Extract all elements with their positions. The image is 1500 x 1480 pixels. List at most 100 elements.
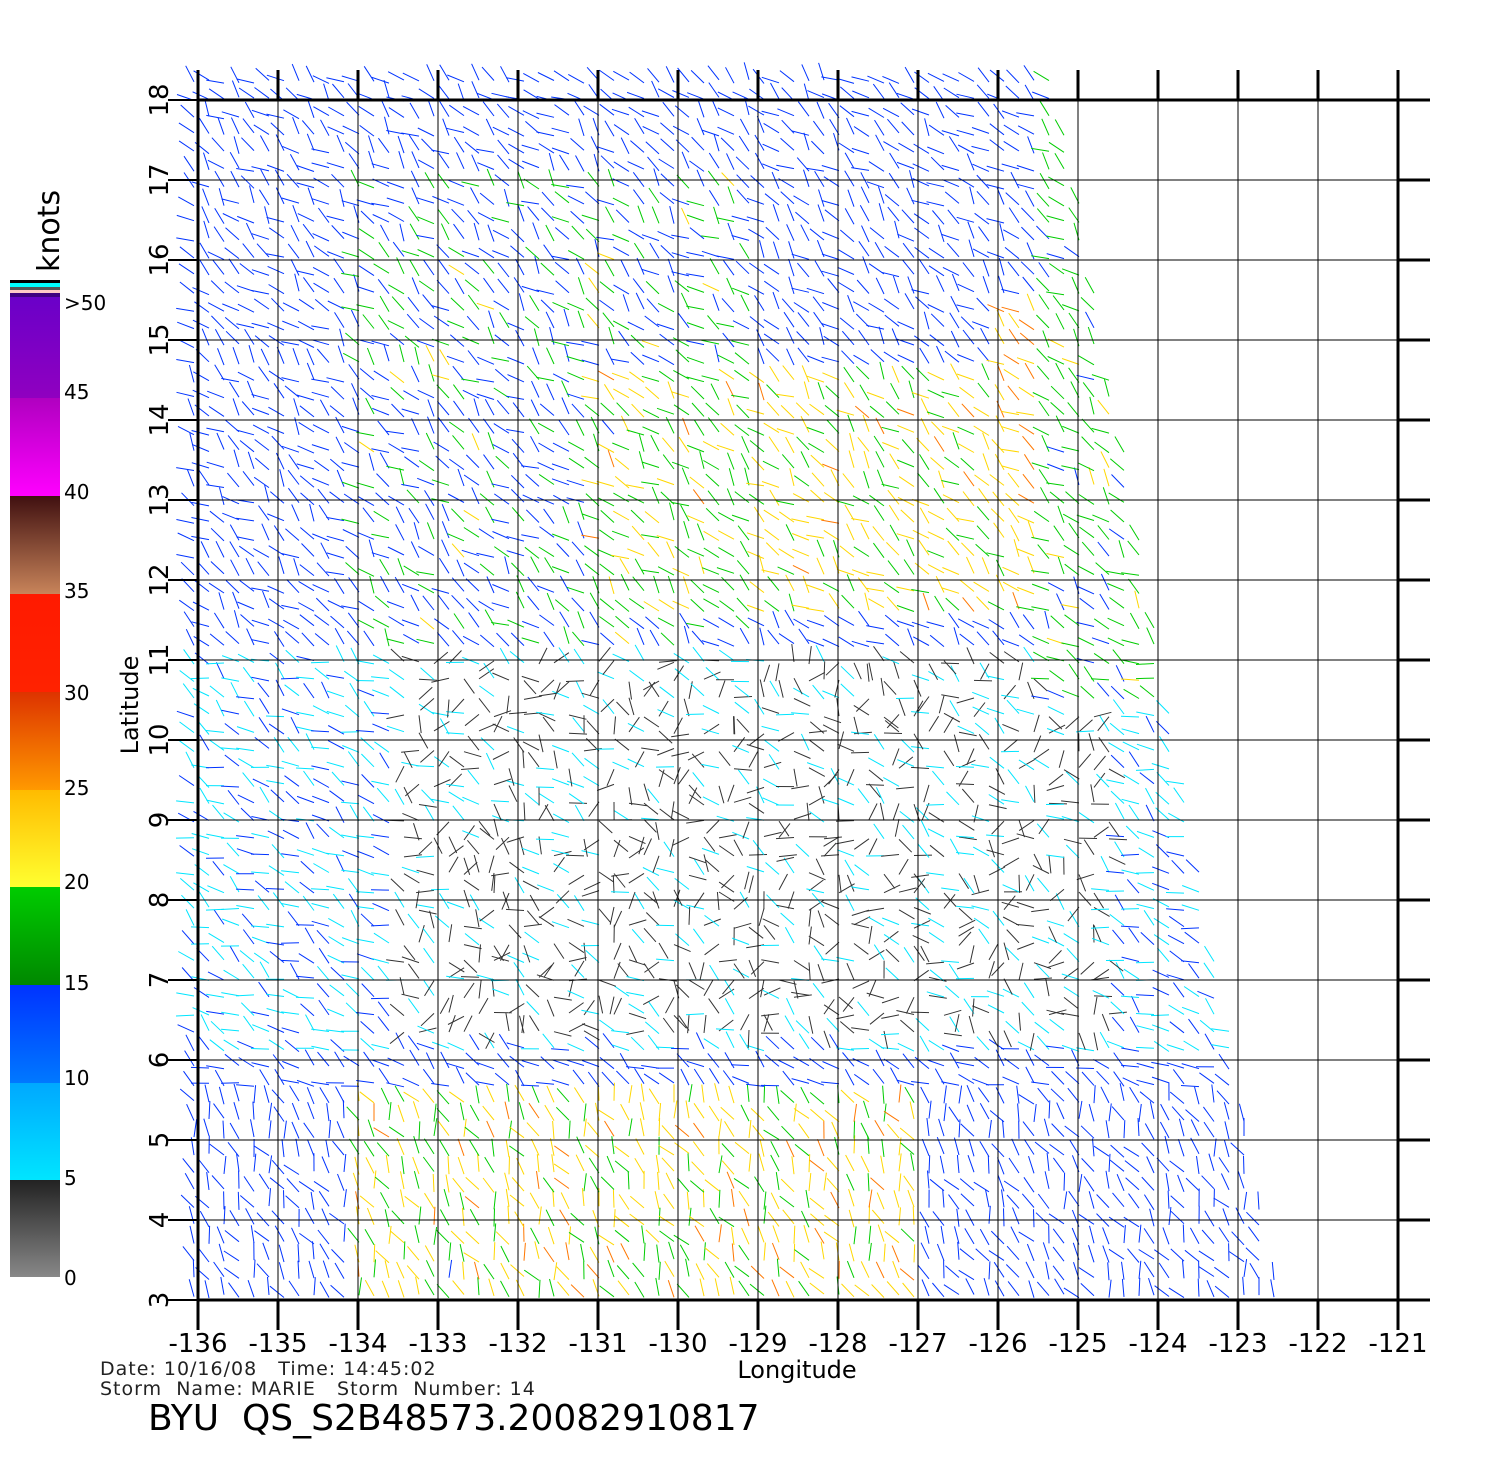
wind-vector: [499, 944, 510, 961]
wind-vector: [463, 1252, 480, 1263]
wind-vector: [1037, 1087, 1050, 1103]
wind-vector: [717, 354, 735, 364]
wind-vector: [581, 1188, 585, 1207]
wind-vector: [329, 1212, 345, 1225]
wind-vector: [628, 388, 645, 399]
wind-vector: [642, 426, 660, 435]
wind-vector: [426, 64, 435, 82]
wind-vector: [1023, 65, 1035, 81]
wind-vector: [1016, 833, 1035, 840]
wind-vector: [521, 200, 540, 205]
wind-vector: [409, 223, 420, 240]
wind-vector: [620, 1103, 630, 1121]
wind-vector: [210, 280, 225, 294]
wind-vector: [1122, 741, 1140, 751]
wind-vector: [791, 604, 810, 609]
wind-vector: [826, 1157, 840, 1172]
wind-vector: [780, 1090, 795, 1103]
wind-vector: [229, 541, 240, 558]
wind-vector: [911, 108, 930, 116]
wind-vector: [1124, 1160, 1140, 1173]
wind-vector: [336, 134, 345, 152]
wind-vector: [206, 1065, 225, 1070]
wind-vector: [927, 1170, 930, 1189]
wind-vector: [402, 583, 420, 592]
wind-vector: [769, 365, 780, 382]
wind-vector: [748, 926, 764, 939]
wind-vector: [311, 339, 330, 346]
wind-vector: [630, 140, 645, 153]
wind-vector: [719, 649, 735, 661]
wind-vector: [1214, 1266, 1230, 1279]
wind-vector: [786, 326, 795, 344]
wind-vector: [250, 1225, 255, 1244]
wind-vector: [1022, 435, 1035, 451]
wind-vector: [566, 393, 585, 400]
wind-vector: [759, 1138, 765, 1157]
wind-vector: [199, 787, 210, 804]
wind-vector: [870, 1177, 885, 1191]
wind-vector: [539, 526, 555, 538]
wind-vector: [364, 1228, 375, 1246]
wind-vector: [450, 1230, 465, 1244]
wind-vector: [371, 1059, 390, 1067]
colorbar-label: 40: [64, 480, 90, 504]
wind-vector: [973, 425, 990, 436]
wind-vector: [708, 82, 720, 98]
wind-vector: [507, 322, 525, 331]
wind-vector: [1002, 723, 1020, 732]
wind-vector: [396, 1261, 405, 1279]
wind-vector: [628, 1012, 647, 1020]
wind-vector: [423, 259, 435, 276]
wind-vector: [545, 224, 555, 242]
wind-vector: [1016, 165, 1035, 172]
wind-vector: [681, 207, 690, 225]
wind-vector: [976, 190, 990, 206]
wind-vector: [1061, 465, 1080, 471]
wind-vector: [356, 1080, 375, 1084]
wind-vector: [881, 854, 900, 857]
wind-vector: [1245, 1247, 1260, 1261]
wind-vector: [754, 1176, 765, 1193]
wind-vector: [176, 391, 195, 397]
wind-vector: [667, 275, 675, 293]
wind-vector: [1033, 1209, 1035, 1228]
wind-vector: [633, 242, 645, 259]
wind-vector: [485, 1032, 495, 1049]
wind-vector: [386, 959, 405, 963]
wind-vector: [768, 754, 780, 770]
wind-vector: [1008, 1157, 1020, 1174]
wind-vector: [744, 871, 750, 890]
wind-vector: [254, 439, 270, 451]
wind-vector: [361, 774, 375, 788]
wind-vector: [873, 646, 885, 662]
wind-vector: [989, 474, 1005, 486]
wind-vector: [1067, 1087, 1080, 1103]
wind-vector: [1095, 562, 1110, 575]
wind-vector: [715, 1028, 735, 1031]
wind-vector: [214, 207, 225, 224]
wind-vector: [322, 1260, 330, 1278]
wind-vector: [626, 1030, 645, 1035]
wind-vector: [647, 156, 660, 172]
wind-vector: [748, 802, 765, 814]
wind-vector: [314, 667, 330, 680]
wind-vector: [645, 912, 660, 926]
wind-vector: [482, 259, 495, 274]
wind-vector: [408, 134, 420, 151]
wind-vector: [1062, 689, 1080, 698]
wind-vector: [302, 895, 315, 911]
wind-vector: [403, 633, 420, 644]
wind-vector: [857, 436, 870, 452]
wind-vector: [1075, 730, 1095, 733]
wind-vector: [1018, 493, 1035, 504]
wind-vector: [342, 529, 360, 538]
wind-vector: [883, 777, 900, 787]
wind-vector: [399, 223, 405, 242]
wind-vector: [645, 386, 660, 400]
wind-vector: [289, 154, 300, 171]
wind-vector: [806, 427, 825, 435]
wind-vector: [693, 1122, 705, 1138]
wind-vector: [598, 979, 617, 987]
wind-vector: [522, 750, 525, 769]
